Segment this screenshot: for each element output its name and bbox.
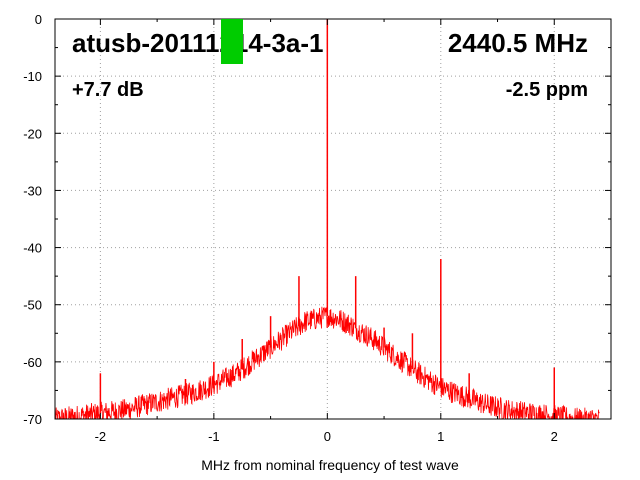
annotation-gain: +7.7 dB <box>72 79 144 101</box>
x-tick-label: 1 <box>437 429 444 444</box>
y-tick-label: -10 <box>23 69 42 84</box>
y-tick-label: -70 <box>23 412 42 427</box>
annotation-ppm: -2.5 ppm <box>506 79 588 101</box>
y-tick-label: -30 <box>23 183 42 198</box>
chart-title-left: atusb-20111214-3a-1 <box>72 28 324 58</box>
x-tick-label: 2 <box>551 429 558 444</box>
green-marker <box>221 19 243 64</box>
x-axis-label: MHz from nominal frequency of test wave <box>201 457 459 473</box>
y-tick-label: 0 <box>35 12 42 27</box>
y-tick-label: -40 <box>23 241 42 256</box>
chart-title-right: 2440.5 MHz <box>448 28 588 58</box>
x-tick-label: -1 <box>208 429 220 444</box>
x-tick-label: -2 <box>95 429 107 444</box>
series-line <box>55 306 600 419</box>
x-tick-label: 0 <box>324 429 331 444</box>
y-tick-label: -60 <box>23 355 42 370</box>
axis-labels: -2 -1 0 1 20-10-20-30-40-50-60-70 <box>23 12 558 444</box>
axis-ticks <box>55 18 612 420</box>
y-tick-label: -20 <box>23 126 42 141</box>
y-tick-label: -50 <box>23 298 42 313</box>
series-group <box>55 19 600 419</box>
